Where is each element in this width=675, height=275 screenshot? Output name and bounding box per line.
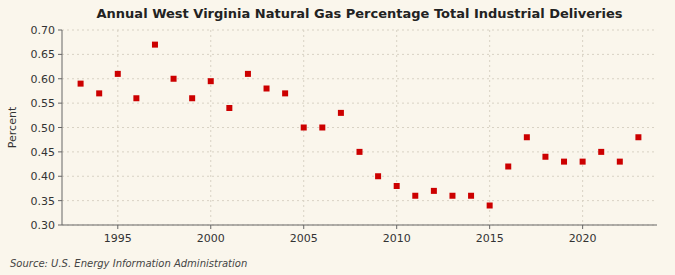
grid-line-x <box>117 30 118 225</box>
tick-label-y: 0.45 <box>31 146 56 159</box>
grid-line-x <box>396 30 397 225</box>
tick-label-x: 2010 <box>383 232 411 245</box>
point <box>245 71 251 77</box>
grid-line-y <box>62 225 657 226</box>
axis-y <box>62 30 63 225</box>
point <box>133 95 139 101</box>
point <box>412 193 418 199</box>
tick-y <box>58 78 62 79</box>
tick-x <box>582 225 583 229</box>
tick-y <box>58 30 62 31</box>
point <box>505 164 511 170</box>
background <box>0 0 675 275</box>
tick-y <box>58 54 62 55</box>
tick-label-y: 0.40 <box>31 170 56 183</box>
tick-label-x: 2005 <box>290 232 318 245</box>
grid-line-y <box>62 103 657 104</box>
grid-line-x <box>489 30 490 225</box>
point <box>96 90 102 96</box>
grid-line-y <box>62 30 657 31</box>
source-annotation: Source: U.S. Energy Information Administ… <box>10 258 247 269</box>
point <box>449 193 455 199</box>
point <box>226 105 232 111</box>
tick-label-y: 0.65 <box>31 48 56 61</box>
title: Annual West Virginia Natural Gas Percent… <box>97 6 623 21</box>
tick-y <box>58 103 62 104</box>
tick-label-x: 2015 <box>476 232 504 245</box>
point <box>542 154 548 160</box>
point <box>635 134 641 140</box>
point <box>208 78 214 84</box>
tick-x <box>396 225 397 229</box>
grid-line-x <box>210 30 211 225</box>
chart-container: 0.30 0.35 0.40 0.45 0.50 0.55 0.60 0.65 0.70 1995… <box>0 0 675 275</box>
point <box>561 159 567 165</box>
grid-line-y <box>62 78 657 79</box>
point <box>617 159 623 165</box>
tick-y <box>58 151 62 152</box>
point <box>598 149 604 155</box>
grid-line-y <box>62 54 657 55</box>
tick-y <box>58 176 62 177</box>
point <box>431 188 437 194</box>
point <box>189 95 195 101</box>
tick-y <box>58 200 62 201</box>
tick-x <box>489 225 490 229</box>
axes: 0.30 0.35 0.40 0.45 0.50 0.55 0.60 0.65 0.70 1995… <box>31 24 658 245</box>
tick-y <box>58 127 62 128</box>
point <box>78 81 84 87</box>
point <box>487 203 493 209</box>
points <box>78 42 642 209</box>
grid <box>62 30 657 225</box>
tick-label-x: 1995 <box>104 232 132 245</box>
point <box>301 125 307 131</box>
point <box>115 71 121 77</box>
tick-y <box>58 225 62 226</box>
point <box>282 90 288 96</box>
point <box>580 159 586 165</box>
tick-x <box>303 225 304 229</box>
y-axis-label: Percent <box>6 106 19 148</box>
chart-svg: 0.30 0.35 0.40 0.45 0.50 0.55 0.60 0.65 0.70 1995… <box>0 0 675 275</box>
grid-line-y <box>62 127 657 128</box>
point <box>524 134 530 140</box>
grid-line-y <box>62 176 657 177</box>
tick-label-y: 0.70 <box>31 24 56 37</box>
point <box>338 110 344 116</box>
point <box>152 42 158 48</box>
point <box>394 183 400 189</box>
tick-label-x: 2020 <box>569 232 597 245</box>
point <box>375 173 381 179</box>
tick-label-x: 2000 <box>197 232 225 245</box>
tick-label-y: 0.35 <box>31 195 56 208</box>
tick-label-y: 0.50 <box>31 122 56 135</box>
tick-label-y: 0.55 <box>31 97 56 110</box>
axis-x <box>62 225 657 226</box>
tick-label-y: 0.60 <box>31 73 56 86</box>
point <box>264 86 270 92</box>
point <box>357 149 363 155</box>
tick-x <box>210 225 211 229</box>
grid-line-x <box>582 30 583 225</box>
point <box>171 76 177 82</box>
point <box>468 193 474 199</box>
point <box>319 125 325 131</box>
grid-line-y <box>62 200 657 201</box>
tick-x <box>117 225 118 229</box>
tick-label-y: 0.30 <box>31 219 56 232</box>
